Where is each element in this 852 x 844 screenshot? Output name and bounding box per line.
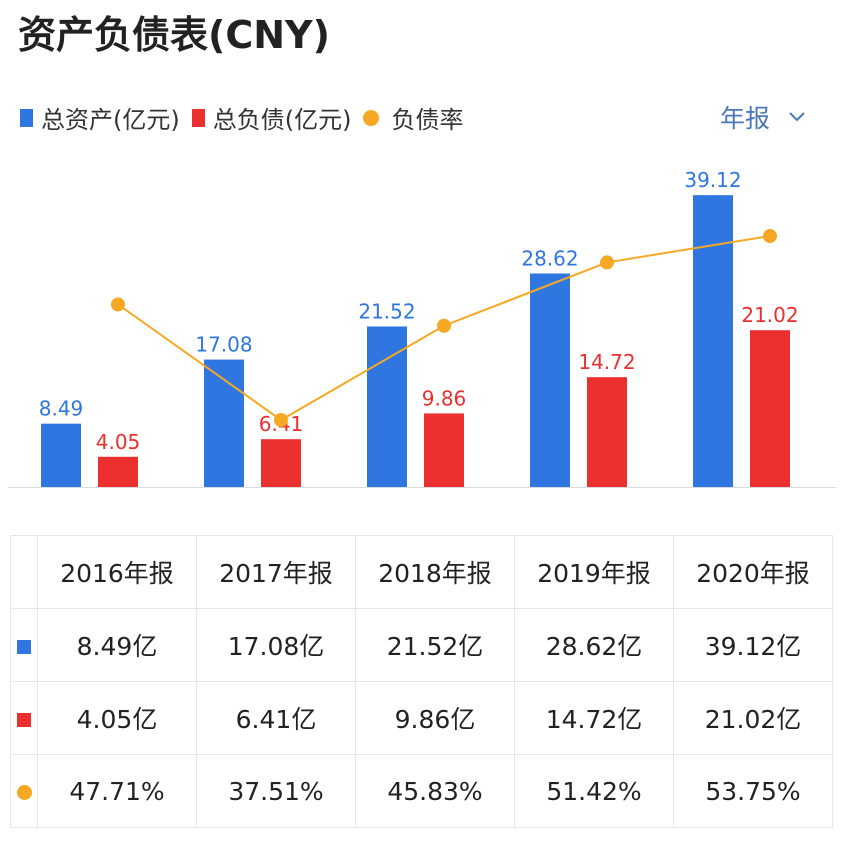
table-header-cell: 2020年报	[673, 535, 833, 609]
table-cell: 8.49亿	[37, 608, 197, 682]
table-cell: 51.42%	[514, 754, 674, 828]
table-header-row: 2016年报 2017年报 2018年报 2019年报 2020年报	[10, 535, 833, 609]
bar	[261, 439, 301, 487]
red-square-icon	[191, 108, 205, 127]
bar	[424, 413, 464, 487]
period-value: 年报	[720, 104, 771, 133]
bar	[750, 330, 790, 487]
legend-item-total-assets[interactable]: 总资产(亿元)	[20, 100, 180, 135]
table-corner-cell	[10, 535, 38, 609]
data-label: 21.02	[741, 303, 798, 327]
chart-legend: 总资产(亿元) 总负债(亿元) 负债率	[20, 100, 475, 135]
data-label: 14.72	[578, 350, 635, 374]
blue-square-icon	[17, 639, 31, 654]
chevron-down-icon	[789, 112, 805, 122]
legend-item-total-liabilities[interactable]: 总负债(亿元)	[191, 100, 352, 135]
table-header-cell: 2017年报	[196, 535, 356, 609]
blue-square-icon	[20, 108, 33, 127]
bar	[41, 423, 81, 487]
data-label: 17.08	[195, 333, 252, 357]
table-cell: 47.71%	[37, 754, 197, 828]
data-label: 9.86	[422, 386, 467, 410]
bar	[693, 195, 733, 487]
debt-ratio-point	[111, 297, 125, 312]
data-label: 21.52	[358, 299, 415, 323]
table-header-cell: 2019年报	[514, 535, 674, 609]
table-row-total-liabilities: 4.05亿 6.41亿 9.86亿 14.72亿 21.02亿	[10, 681, 833, 755]
legend-label: 总负债(亿元)	[212, 106, 352, 134]
table-cell: 6.41亿	[196, 681, 356, 755]
table-header-cell: 2016年报	[37, 535, 197, 609]
table-row-total-assets: 8.49亿 17.08亿 21.52亿 28.62亿 39.12亿	[10, 608, 833, 682]
legend-label: 负债率	[391, 106, 464, 134]
orange-circle-icon	[363, 109, 380, 126]
data-label: 28.62	[521, 246, 578, 270]
bar	[530, 273, 570, 487]
data-table: 2016年报 2017年报 2018年报 2019年报 2020年报 8.49亿…	[10, 535, 833, 828]
debt-ratio-point	[437, 318, 451, 333]
table-cell: 53.75%	[673, 754, 833, 828]
table-header-cell: 2018年报	[355, 535, 515, 609]
data-label: 39.12	[684, 168, 741, 192]
table-cell: 21.02亿	[673, 681, 833, 755]
legend-item-debt-ratio[interactable]: 负债率	[363, 100, 463, 135]
table-cell: 39.12亿	[673, 608, 833, 682]
table-cell: 21.52亿	[355, 608, 515, 682]
bar	[367, 326, 407, 487]
data-label: 8.49	[39, 397, 84, 421]
period-dropdown[interactable]: 年报	[720, 99, 806, 135]
debt-ratio-point	[274, 413, 288, 428]
balance-sheet-chart: 8.4917.0821.5228.6239.124.056.419.8614.7…	[8, 168, 836, 488]
table-row-debt-ratio: 47.71% 37.51% 45.83% 51.42% 53.75%	[10, 754, 833, 828]
red-square-icon	[17, 712, 31, 727]
table-cell: 9.86亿	[355, 681, 515, 755]
page-title: 资产负债表(CNY)	[18, 13, 330, 57]
table-cell: 4.05亿	[37, 681, 197, 755]
table-cell: 14.72亿	[514, 681, 674, 755]
orange-circle-icon	[16, 784, 32, 800]
legend-label: 总资产(亿元)	[41, 106, 180, 134]
table-cell: 28.62亿	[514, 608, 674, 682]
bar	[587, 377, 627, 487]
bar	[98, 456, 138, 487]
debt-ratio-point	[763, 229, 777, 244]
data-label: 4.05	[96, 430, 141, 454]
debt-ratio-point	[600, 255, 614, 270]
table-cell: 45.83%	[355, 754, 515, 828]
table-cell: 37.51%	[196, 754, 356, 828]
table-cell: 17.08亿	[196, 608, 356, 682]
